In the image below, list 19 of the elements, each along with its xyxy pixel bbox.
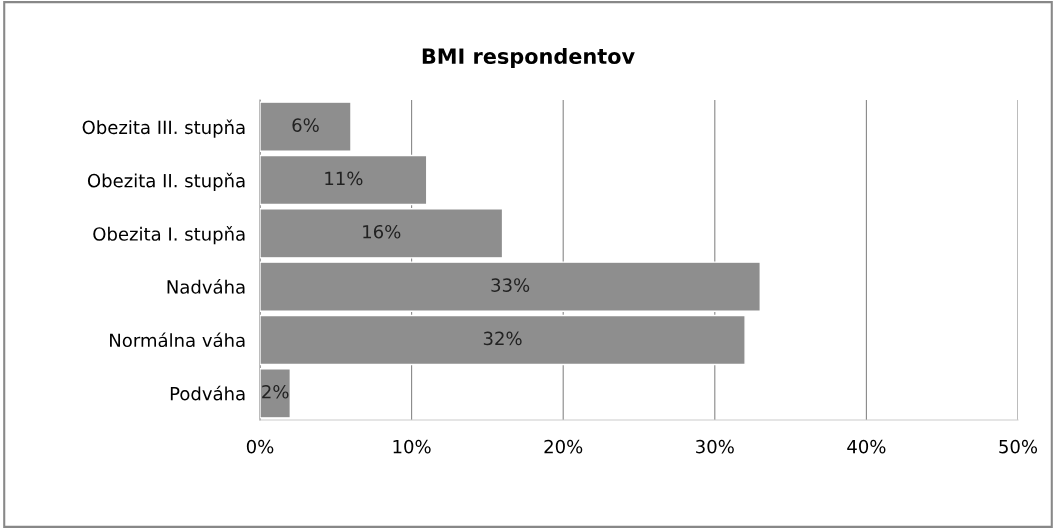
data-label: 32% — [483, 331, 522, 346]
x-tick-label: 30% — [696, 439, 734, 454]
x-tick-label: 20% — [544, 439, 583, 454]
data-label: 6% — [292, 118, 319, 132]
x-tick-label: 10% — [393, 439, 431, 454]
y-tick-label: Nadváha — [167, 279, 245, 294]
y-tick-label: Podváha — [170, 385, 245, 401]
y-tick-label: Obezita I. stupňa — [93, 226, 245, 245]
data-label: 11% — [325, 171, 363, 186]
x-tick-label: 50% — [999, 439, 1038, 454]
data-label: 16% — [363, 224, 401, 239]
y-tick-label: Obezita III. stupňa — [82, 119, 245, 138]
data-label: 33% — [491, 278, 530, 292]
y-tick-label: Normálna váha — [110, 332, 245, 348]
x-tick-label: 40% — [847, 439, 886, 454]
data-label: 2% — [262, 384, 289, 399]
x-tick-label: 0% — [246, 439, 274, 454]
y-tick-label: Obezita II. stupňa — [87, 172, 245, 191]
chart-title: BMI respondentov — [422, 47, 635, 69]
